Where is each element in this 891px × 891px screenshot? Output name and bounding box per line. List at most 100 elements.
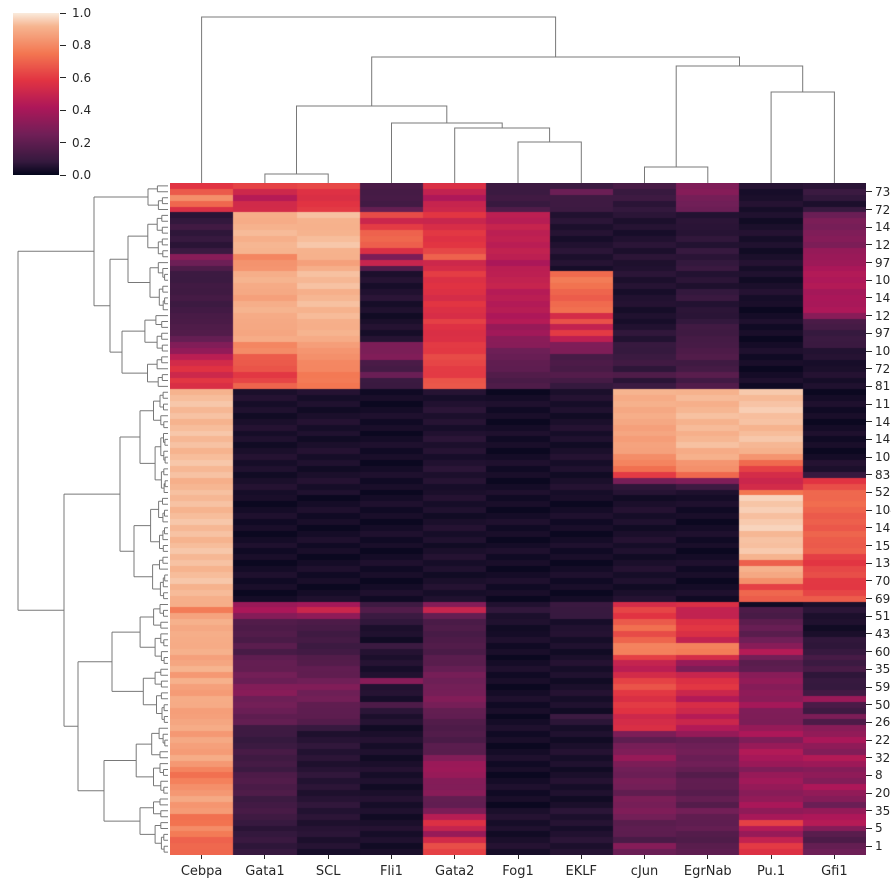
y-tick-mark (866, 580, 872, 582)
y-tick-mark (866, 686, 872, 688)
y-tick-label: 52 (875, 485, 891, 500)
y-tick-mark (866, 651, 872, 653)
x-tick-mark (454, 855, 456, 859)
x-tick-label-gfi1: Gfi1 (821, 864, 848, 879)
y-tick-mark (866, 598, 872, 600)
y-tick-mark (866, 774, 872, 776)
x-tick-mark (644, 855, 646, 859)
colorbar-tick-label: 0.2 (72, 135, 92, 150)
x-tick-mark (707, 855, 709, 859)
y-tick-mark (866, 509, 872, 511)
y-tick-label: 5 (875, 821, 883, 836)
x-tick-label-egrnab: EgrNab (683, 864, 732, 879)
y-tick-mark (866, 350, 872, 352)
colorbar-tick-mark (60, 174, 66, 176)
y-tick-mark (866, 615, 872, 617)
y-tick-mark (866, 474, 872, 476)
y-tick-mark (866, 562, 872, 564)
y-tick-label: 97 (875, 326, 891, 341)
y-tick-mark (866, 845, 872, 847)
y-tick-label: 97 (875, 255, 891, 270)
x-tick-label-pu-1: Pu.1 (756, 864, 786, 879)
y-tick-label: 115 (875, 397, 891, 412)
colorbar-tick-label: 0.8 (72, 38, 92, 53)
y-tick-mark (866, 262, 872, 264)
x-tick-mark (201, 855, 203, 859)
y-tick-label: 50 (875, 697, 891, 712)
y-tick-label: 60 (875, 644, 891, 659)
y-tick-label: 59 (875, 680, 891, 694)
x-tick-label-gata1: Gata1 (245, 864, 285, 879)
y-tick-label: 83 (875, 467, 891, 482)
x-tick-mark (264, 855, 266, 859)
y-tick-mark (866, 527, 872, 529)
colorbar-tick-mark (60, 12, 66, 14)
y-tick-mark (866, 368, 872, 370)
dendrogram-link (201, 16, 835, 183)
y-tick-mark (866, 491, 872, 493)
y-tick-label: 143 (875, 220, 891, 235)
y-tick-label: 35 (875, 803, 891, 818)
y-tick-mark (866, 226, 872, 228)
y-tick-mark (866, 757, 872, 759)
x-tick-label-cebpa: Cebpa (180, 864, 223, 879)
y-tick-mark (866, 438, 872, 440)
y-tick-mark (866, 403, 872, 405)
y-tick-label: 142 (875, 520, 891, 535)
y-tick-label: 146 (875, 290, 891, 305)
x-tick-mark (833, 855, 835, 859)
y-tick-label: 126 (875, 308, 891, 323)
row-dendrogram (17, 185, 168, 853)
colorbar-tick-mark (60, 142, 66, 144)
y-tick-label: 105 (875, 273, 891, 288)
x-tick-label-gata2: Gata2 (435, 864, 475, 879)
y-tick-label: 143 (875, 414, 891, 429)
y-tick-mark (866, 668, 872, 670)
y-tick-label: 72 (875, 202, 891, 217)
x-tick-mark (327, 855, 329, 859)
x-tick-mark (580, 855, 582, 859)
y-tick-label: 35 (875, 662, 891, 677)
colorbar-tick-mark (60, 44, 66, 46)
y-tick-label: 126 (875, 237, 891, 252)
y-tick-mark (866, 315, 872, 317)
colorbar-tick-label: 0.0 (72, 168, 92, 182)
y-tick-mark (866, 704, 872, 706)
y-tick-label: 1 (875, 839, 883, 854)
y-tick-mark (866, 244, 872, 246)
x-tick-label-cjun: cJun (630, 864, 659, 879)
dendrogram-link (17, 185, 168, 853)
colorbar-tick-mark (60, 109, 66, 111)
y-tick-label: 104 (875, 503, 891, 518)
y-tick-label: 146 (875, 432, 891, 447)
colorbar-tick-label: 0.4 (72, 103, 92, 118)
y-tick-label: 73 (875, 184, 891, 199)
colorbar-gradient (13, 13, 59, 175)
y-tick-mark (866, 209, 872, 211)
y-tick-mark (866, 279, 872, 281)
y-tick-mark (866, 297, 872, 299)
y-tick-label: 81 (875, 379, 891, 394)
colorbar-tick-mark (60, 77, 66, 79)
y-tick-label: 51 (875, 609, 891, 624)
x-tick-mark (770, 855, 772, 859)
y-tick-label: 8 (875, 768, 883, 783)
y-tick-label: 20 (875, 786, 891, 801)
y-tick-label: 72 (875, 361, 891, 376)
y-tick-mark (866, 739, 872, 741)
y-tick-mark (866, 545, 872, 547)
y-tick-label: 70 (875, 573, 891, 588)
y-tick-mark (866, 332, 872, 334)
x-tick-label-fog1: Fog1 (502, 864, 534, 879)
y-tick-mark (866, 810, 872, 812)
colorbar-tick-label: 0.6 (72, 70, 92, 85)
x-tick-mark (390, 855, 392, 859)
x-tick-mark (517, 855, 519, 859)
y-tick-label: 26 (875, 715, 891, 730)
y-tick-label: 106 (875, 344, 891, 358)
y-tick-label: 43 (875, 626, 891, 641)
y-tick-label: 157 (875, 538, 891, 553)
x-tick-label-fli1: Fli1 (379, 864, 403, 879)
y-tick-mark (866, 633, 872, 635)
